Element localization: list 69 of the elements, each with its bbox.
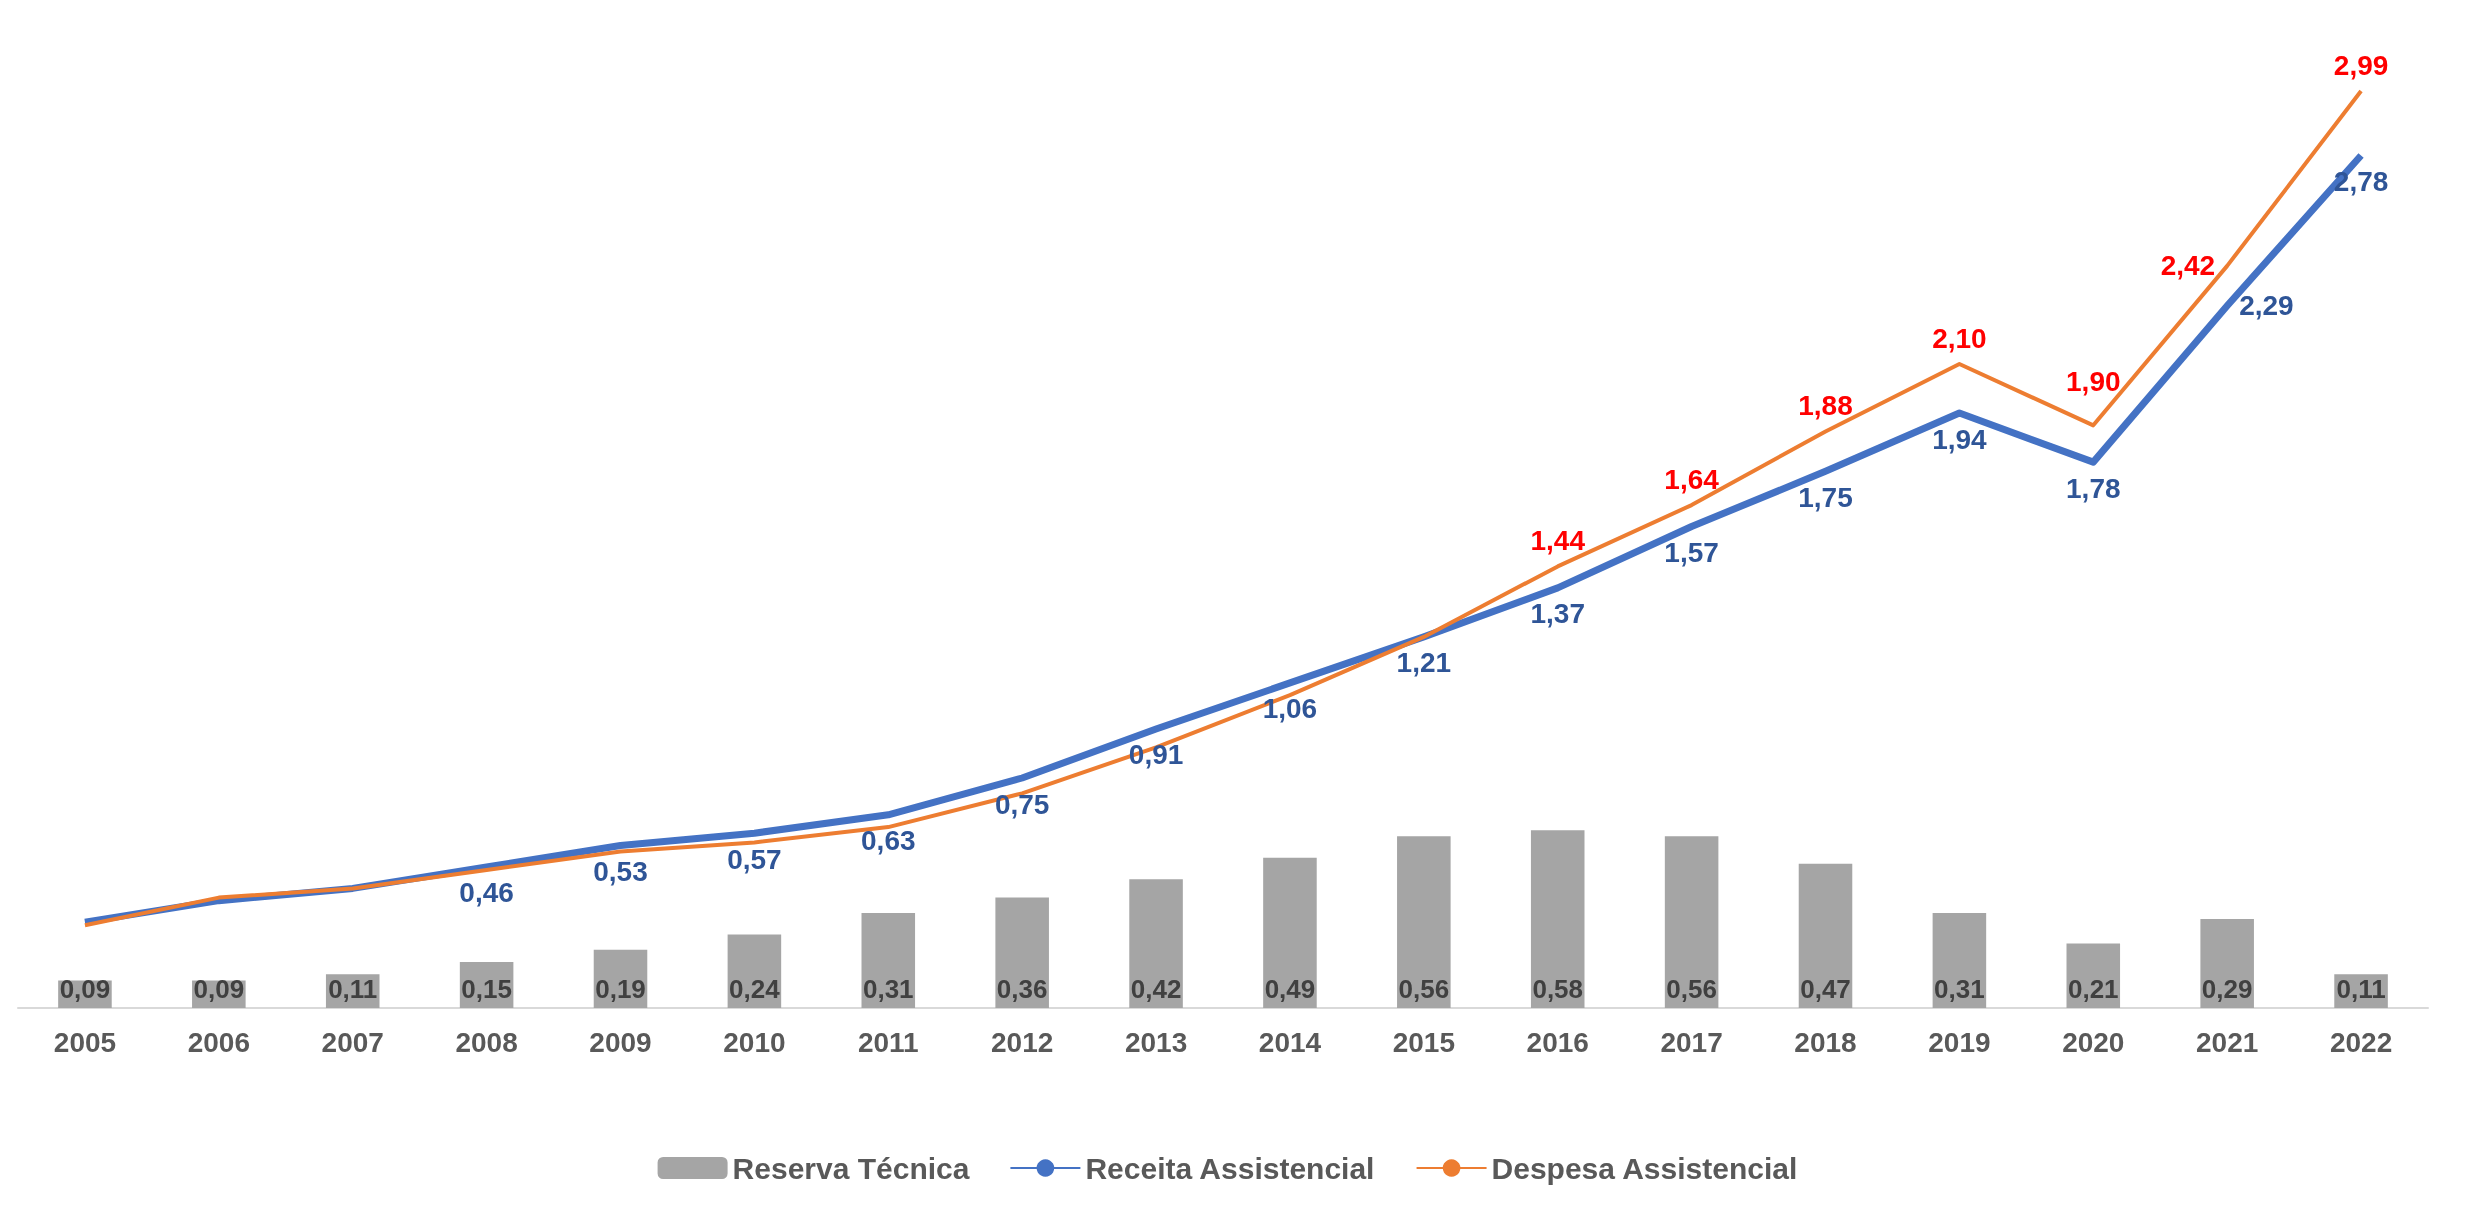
x-tick-label: 2021 [2196,1026,2259,1058]
data-label: 0,91 [1128,739,1184,771]
x-tick-label: 2005 [53,1026,117,1058]
data-label: 1,88 [1798,389,1853,421]
legend-label: Receita Assistencial [1085,1151,1375,1185]
x-tick-label: 2009 [589,1026,652,1058]
x-tick-label: 2008 [455,1026,518,1058]
data-label: 1,06 [1262,693,1318,725]
data-label: 0,47 [1800,974,1851,1004]
data-label: 1,21 [1396,647,1452,679]
data-label: 0,53 [593,855,648,887]
bar [1530,830,1585,1008]
data-label: 2,99 [2333,49,2389,81]
data-label: 0,11 [328,974,378,1004]
bar [995,897,1049,1008]
data-label: 0,56 [1666,974,1717,1004]
bar [1397,836,1451,1008]
data-label: 0,24 [729,974,781,1004]
bar [1664,836,1719,1008]
legend-label: Reserva Técnica [732,1151,970,1185]
x-tick-label: 2019 [1928,1026,1991,1058]
data-label: 0,63 [861,825,916,857]
data-label: 0,46 [459,877,514,909]
x-tick-label: 2020 [2062,1026,2125,1058]
x-tick-label: 2007 [321,1026,384,1058]
data-label: 1,57 [1664,537,1719,569]
data-label: 2,42 [2160,250,2216,282]
x-tick-label: 2011 [857,1026,919,1058]
x-tick-label: 2010 [723,1026,786,1058]
data-label: 0,57 [727,843,782,875]
x-tick-label: 2016 [1526,1026,1589,1058]
data-label: 0,58 [1532,974,1584,1004]
data-label: 0,21 [2067,974,2119,1004]
data-label: 1,64 [1664,463,1720,495]
data-label: 0,75 [994,788,1050,820]
data-label: 0,19 [595,974,646,1004]
data-label: 0,31 [1934,974,1985,1004]
data-label: 1,94 [1932,423,1988,455]
x-tick-label: 2018 [1794,1026,1857,1058]
x-tick-label: 2015 [1392,1026,1455,1058]
data-label: 1,78 [2066,472,2121,504]
bar [1263,857,1317,1008]
bar [1129,879,1183,1008]
data-label: 0,56 [1398,974,1450,1004]
data-label: 0,15 [461,974,512,1004]
bar [2200,919,2254,1008]
data-label: 0,09 [59,974,111,1004]
x-tick-label: 2006 [187,1026,250,1058]
data-label: 1,44 [1530,524,1586,556]
bar [1798,863,1853,1008]
data-label: 0,09 [193,974,245,1004]
data-label: 2,29 [2239,290,2294,322]
x-tick-label: 2022 [2329,1026,2393,1058]
data-label: 0,11 [2336,974,2386,1004]
x-tick-label: 2013 [1124,1026,1188,1058]
legend-label: Despesa Assistencial [1491,1151,1798,1185]
bar [1932,912,1987,1008]
data-label: 1,75 [1798,481,1853,513]
data-label: 1,37 [1530,598,1585,630]
data-label: 0,49 [1264,974,1316,1004]
data-label: 0,36 [996,974,1048,1004]
x-tick-label: 2012 [991,1026,1054,1058]
x-tick-label: 2017 [1660,1026,1723,1058]
data-label: 1,90 [2066,365,2121,397]
data-label: 0,29 [2201,974,2253,1004]
data-label: 2,10 [1932,322,1987,354]
x-tick-label: 2014 [1258,1026,1322,1058]
data-label: 0,31 [862,974,914,1004]
data-label: 0,42 [1130,974,1182,1004]
